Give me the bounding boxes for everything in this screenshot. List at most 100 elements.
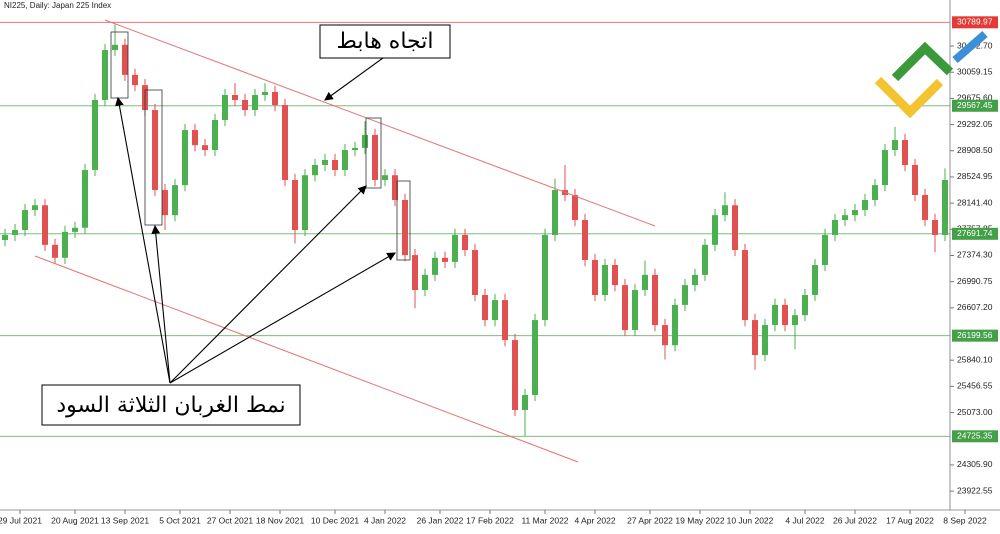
channel-lower — [34, 255, 579, 463]
candle-body — [382, 175, 388, 180]
candle-body — [12, 230, 18, 235]
candle-body — [932, 220, 938, 235]
candle-body — [412, 255, 418, 291]
candle-body — [402, 200, 408, 256]
candle-body — [592, 260, 598, 296]
candle-body — [792, 315, 798, 326]
y-tick-label: 27374.30 — [957, 250, 993, 260]
annotation-box — [319, 24, 451, 59]
candle-body — [832, 220, 838, 235]
candle-body — [802, 295, 808, 316]
x-tick-label: 27 Oct 2021 — [207, 515, 254, 525]
candle-body — [62, 231, 68, 258]
candle-body — [642, 274, 648, 291]
candle-body — [82, 170, 88, 228]
level-label-bg — [952, 99, 998, 112]
x-tick-label: 13 Sep 2021 — [101, 515, 149, 525]
candle-body — [352, 147, 358, 151]
candle-body — [502, 300, 508, 341]
y-tick-label: 25840.10 — [957, 354, 993, 364]
candle-body — [312, 164, 318, 176]
candle-body — [22, 210, 28, 231]
x-tick-label: 17 Feb 2022 — [466, 515, 514, 525]
candle-body — [2, 234, 8, 241]
candle-body — [942, 180, 948, 235]
candle-body — [482, 295, 488, 321]
annotation: نمط الغربان الثلاثة السود — [56, 393, 285, 418]
candle-body — [712, 215, 718, 245]
candle-body — [52, 244, 58, 258]
level-label: 29567.45 — [957, 100, 993, 110]
logo-green — [891, 41, 954, 82]
candle-body — [202, 145, 208, 151]
candle-body — [822, 234, 828, 265]
y-tick-label: 25073.00 — [957, 407, 993, 417]
candle-body — [42, 205, 48, 245]
x-tick-label: 4 Jul 2022 — [785, 515, 824, 525]
candle-body — [332, 160, 338, 171]
candle-body — [32, 205, 38, 211]
y-tick-label: 26990.75 — [957, 276, 993, 286]
y-tick-label: 29292.05 — [957, 119, 993, 129]
arrow — [151, 224, 171, 384]
candle-body — [582, 220, 588, 260]
arrow — [115, 96, 171, 384]
x-tick-label: 17 Aug 2022 — [886, 515, 934, 525]
candle-body — [212, 120, 218, 151]
candle-body — [102, 50, 108, 100]
x-tick-label: 18 Nov 2021 — [256, 515, 304, 525]
candle-body — [362, 134, 368, 148]
pattern-box — [365, 117, 382, 189]
candle-body — [552, 190, 558, 235]
level-label: 24725.35 — [957, 431, 993, 441]
level-label: 27691.74 — [957, 228, 993, 238]
logo-yellow — [874, 76, 944, 119]
candle-body — [652, 274, 658, 326]
x-tick-label: 26 Jan 2022 — [417, 515, 464, 525]
logo — [874, 30, 988, 119]
candle-body — [572, 195, 578, 220]
candle-body — [542, 234, 548, 321]
candle-body — [322, 160, 328, 165]
candle-body — [692, 274, 698, 286]
candle-body — [842, 215, 848, 220]
candle-body — [292, 180, 298, 231]
candle-body — [752, 320, 758, 356]
candle-body — [272, 91, 278, 106]
candle-body — [662, 325, 668, 346]
annotation: اتجاه هابط — [337, 29, 434, 54]
x-tick-label: 4 Jan 2022 — [364, 515, 406, 525]
candle-body — [892, 140, 898, 151]
x-tick-label: 11 Mar 2022 — [521, 515, 568, 525]
level-label: 30789.97 — [957, 17, 993, 27]
candle-body — [772, 304, 778, 326]
level-label-bg — [952, 227, 998, 240]
candle-body — [672, 304, 678, 346]
candle-body — [732, 205, 738, 251]
x-tick-label: 26 Jul 2022 — [833, 515, 877, 525]
axes: 30442.7030059.1529675.6029292.0528908.50… — [0, 16, 998, 525]
y-tick-label: 28524.95 — [957, 171, 993, 181]
arrows — [115, 57, 396, 384]
candle-body — [742, 250, 748, 321]
candle-body — [452, 234, 458, 262]
candle-body — [512, 340, 518, 411]
candle-body — [372, 134, 378, 180]
annotation-box — [41, 384, 301, 426]
candle-body — [622, 285, 628, 331]
candle-body — [132, 74, 138, 86]
candle-body — [262, 91, 268, 96]
candle-body — [92, 100, 98, 171]
candle-body — [152, 110, 158, 191]
y-tick-label: 23922.55 — [957, 485, 993, 495]
candle-body — [432, 257, 438, 275]
level-label-bg — [952, 430, 998, 443]
x-tick-label: 10 Dec 2021 — [311, 515, 359, 525]
y-tick-label: 26607.20 — [957, 302, 993, 312]
candle-body — [762, 325, 768, 356]
candle-body — [302, 175, 308, 231]
candle-body — [602, 264, 608, 296]
candle-body — [72, 227, 78, 232]
x-tick-label: 8 Sep 2022 — [943, 515, 987, 525]
